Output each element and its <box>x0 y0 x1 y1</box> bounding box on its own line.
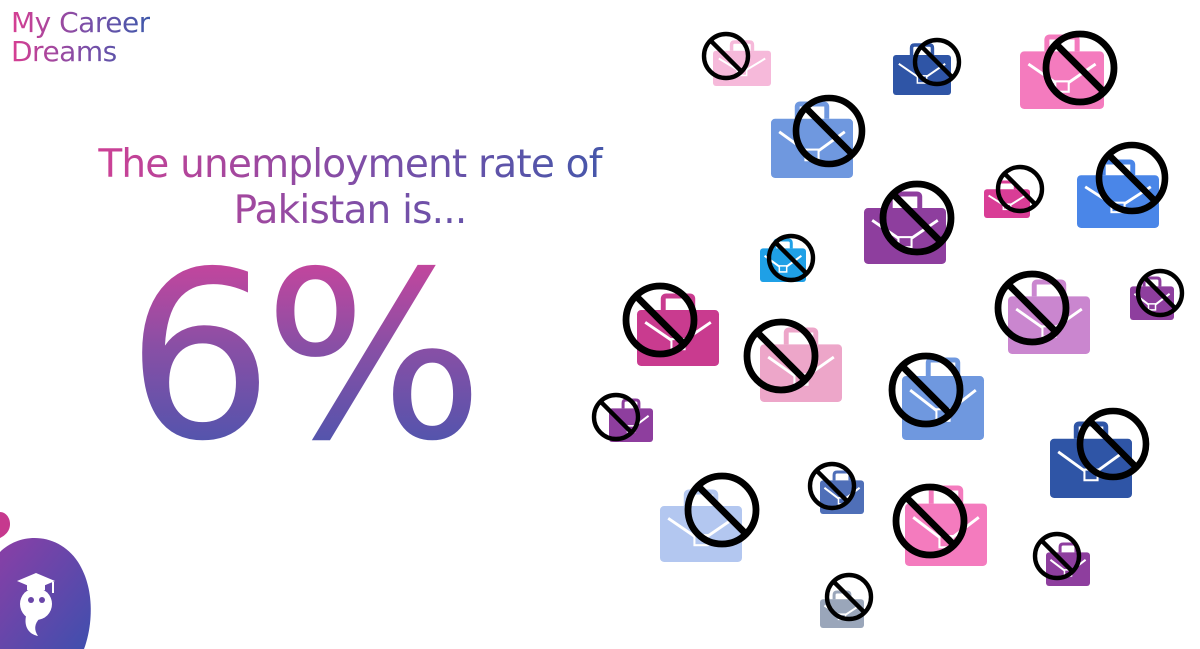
prohibited-briefcase <box>892 483 987 566</box>
briefcase-icon <box>1050 421 1132 498</box>
prohibited-briefcase <box>660 472 760 562</box>
no-symbol-icon <box>684 472 760 548</box>
prohibited-briefcase <box>622 282 719 366</box>
no-symbol-icon <box>1076 407 1150 481</box>
prohibited-briefcase <box>743 318 842 402</box>
no-symbol-icon <box>743 318 819 394</box>
prohibited-briefcase <box>771 94 866 178</box>
prohibited-briefcase <box>893 37 962 95</box>
no-symbol-icon <box>1095 141 1169 215</box>
prohibited-briefcase <box>591 392 653 442</box>
no-symbol-icon <box>792 94 866 168</box>
prohibited-briefcase <box>1050 407 1150 498</box>
prohibited-briefcase <box>1077 141 1169 228</box>
prohibited-briefcase <box>864 180 955 264</box>
prohibited-briefcase <box>701 31 771 86</box>
prohibited-briefcase <box>994 270 1090 354</box>
graduate-mascot-icon <box>0 512 91 649</box>
no-symbol-icon <box>1032 531 1082 581</box>
briefcase-icon <box>902 357 984 440</box>
no-symbol-icon <box>591 392 641 442</box>
no-symbol-icon <box>622 282 698 358</box>
prohibited-briefcase <box>984 164 1045 218</box>
no-symbol-icon <box>879 180 955 256</box>
no-symbol-icon <box>1135 268 1185 318</box>
no-symbol-icon <box>912 37 962 87</box>
no-symbol-icon <box>888 352 964 428</box>
prohibited-briefcase <box>1032 531 1090 586</box>
prohibited-briefcase <box>888 352 984 440</box>
prohibited-briefcase <box>1130 268 1185 320</box>
no-symbol-icon <box>892 483 968 559</box>
no-symbol-icon <box>1042 30 1118 106</box>
no-symbol-icon <box>994 270 1070 346</box>
unemployment-rate-value: 6% <box>110 232 490 482</box>
no-symbol-icon <box>824 572 874 622</box>
prohibited-briefcase <box>807 461 864 514</box>
no-symbol-icon <box>995 164 1045 214</box>
no-symbol-icon <box>701 31 751 81</box>
prohibited-briefcase <box>760 233 816 283</box>
prohibited-briefcase <box>820 572 874 628</box>
no-symbol-icon <box>766 233 816 283</box>
briefcase-icon <box>760 238 806 282</box>
prohibited-briefcase <box>1020 30 1118 109</box>
briefcase-icon <box>660 489 742 562</box>
no-symbol-icon <box>807 461 857 511</box>
